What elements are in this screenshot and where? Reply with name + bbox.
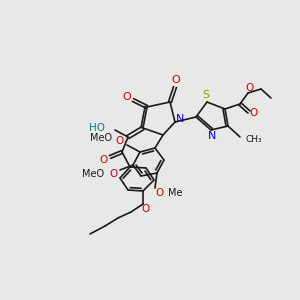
Text: MeO: MeO [90,133,112,143]
Text: O: O [250,108,258,118]
Text: O: O [142,204,150,214]
Text: Me: Me [168,188,182,198]
Text: S: S [202,90,210,100]
Text: MeO: MeO [82,169,104,179]
Text: O: O [116,136,124,146]
Text: HO: HO [89,123,105,133]
Text: O: O [123,92,131,102]
Text: N: N [176,114,184,124]
Text: O: O [172,75,180,85]
Text: O: O [99,155,107,165]
Text: O: O [156,188,164,198]
Text: O: O [109,169,117,179]
Text: CH₃: CH₃ [246,134,262,143]
Text: O: O [246,83,254,93]
Text: N: N [208,131,216,141]
